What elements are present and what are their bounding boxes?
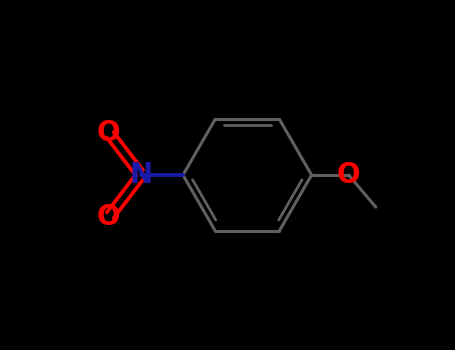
Text: O: O (97, 119, 121, 147)
Text: O: O (337, 161, 360, 189)
Text: O: O (97, 203, 121, 231)
Text: N: N (129, 161, 152, 189)
